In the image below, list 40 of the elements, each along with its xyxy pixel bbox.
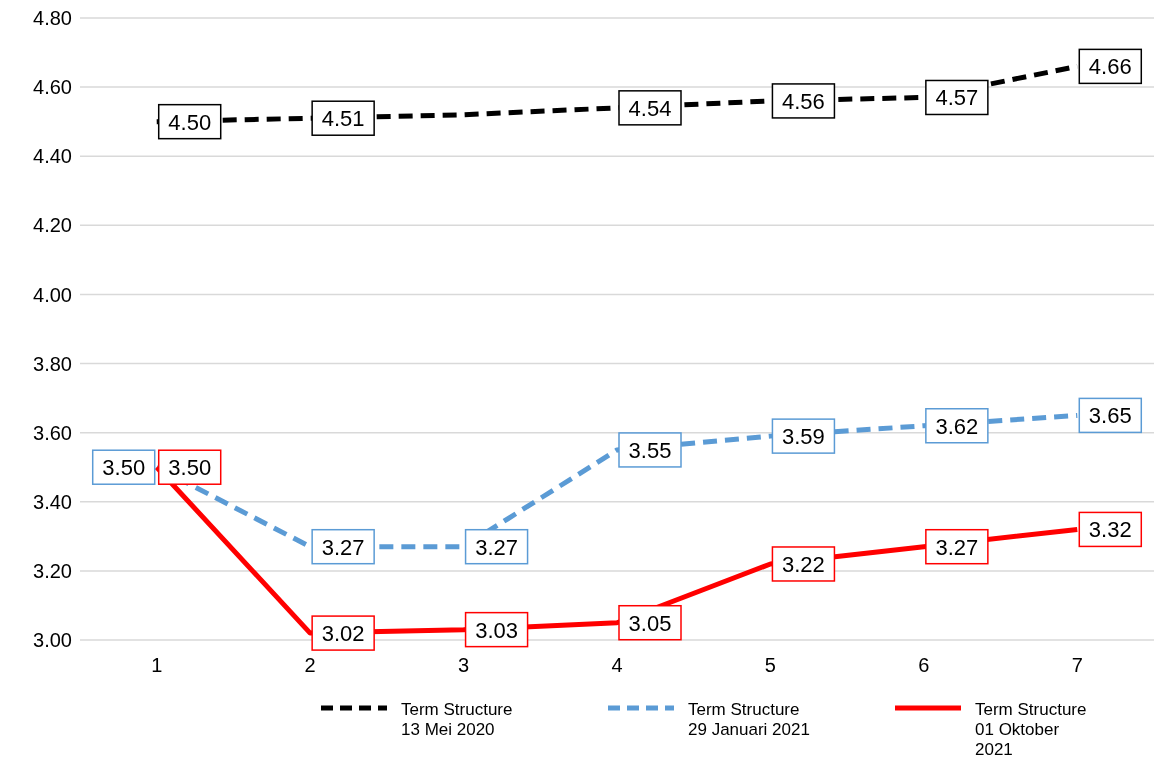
data-label: 3.32	[1088, 517, 1132, 543]
data-label: 3.27	[935, 534, 979, 560]
data-label: 4.54	[628, 95, 672, 121]
data-label: 3.03	[475, 617, 518, 643]
data-label: 3.27	[321, 534, 365, 560]
data-label: 4.57	[935, 85, 979, 111]
legend-label: Term Structure 01 Oktober 2021	[975, 700, 1088, 760]
y-tick-label: 4.80	[33, 7, 72, 30]
data-label: 4.51	[321, 106, 365, 132]
y-tick-label: 3.80	[33, 352, 72, 375]
y-tick-label: 3.40	[33, 490, 72, 513]
data-label: 3.55	[628, 437, 672, 463]
legend-label: Term Structure 29 Januari 2021	[688, 700, 811, 740]
data-label: 3.27	[475, 534, 518, 560]
y-tick-label: 3.60	[33, 421, 72, 444]
data-label: 3.02	[321, 621, 365, 647]
data-label: 3.62	[935, 413, 979, 439]
legend-label: Term Structure 13 Mei 2020	[401, 700, 514, 740]
y-tick-label: 4.40	[33, 145, 72, 168]
y-tick-label: 4.60	[33, 76, 72, 99]
data-label: 3.50	[102, 455, 146, 481]
x-tick-label: 6	[918, 654, 930, 677]
x-tick-label: 5	[764, 654, 776, 677]
x-tick-label: 2	[304, 654, 316, 677]
data-label: 4.56	[782, 88, 825, 114]
data-label: 4.66	[1088, 54, 1132, 80]
x-tick-label: 3	[458, 654, 470, 677]
data-label: 3.05	[628, 610, 672, 636]
y-tick-label: 4.00	[33, 283, 72, 306]
x-tick-label: 4	[611, 654, 623, 677]
y-tick-label: 3.00	[33, 629, 72, 652]
y-tick-label: 3.20	[33, 559, 72, 582]
y-tick-label: 4.20	[33, 214, 72, 237]
data-label: 3.50	[168, 455, 212, 481]
data-label: 3.65	[1088, 403, 1132, 429]
data-label: 3.22	[782, 551, 825, 577]
data-label: 3.59	[782, 424, 825, 450]
data-label: 4.50	[168, 109, 212, 135]
x-tick-label: 1	[151, 654, 163, 677]
x-tick-label: 7	[1071, 654, 1083, 677]
